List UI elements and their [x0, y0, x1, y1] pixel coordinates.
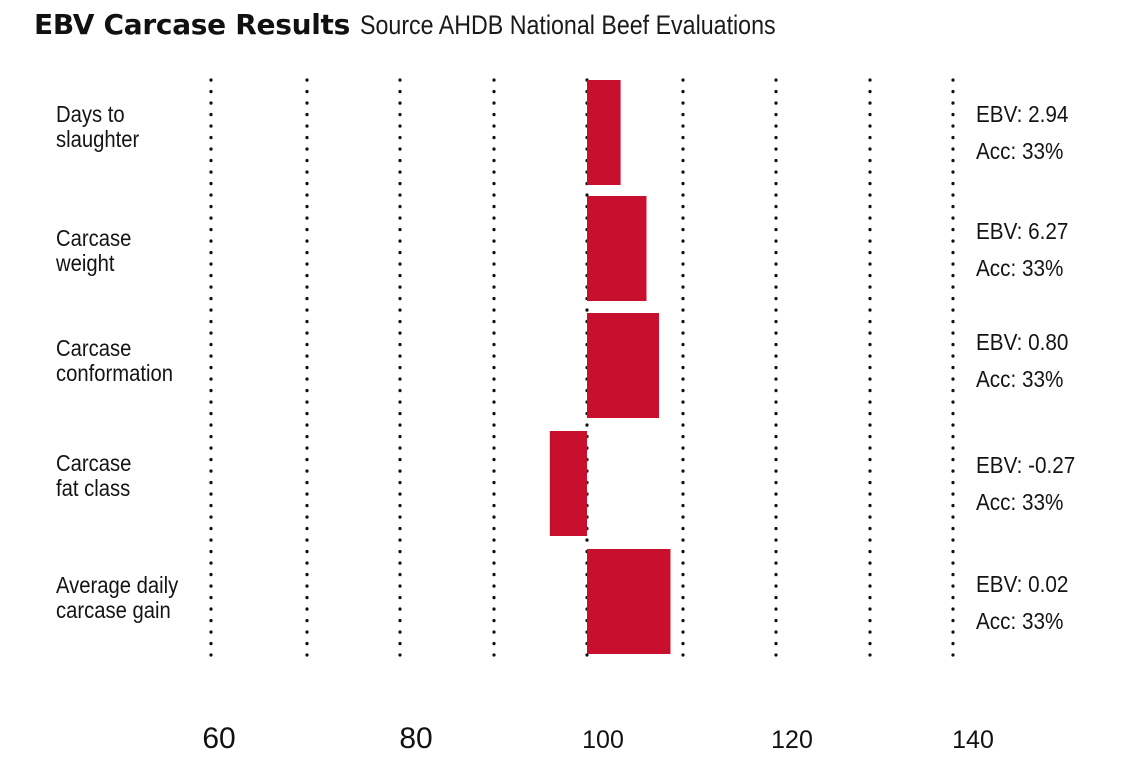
x-tick-label-100: 100	[582, 726, 624, 754]
ebv-value-5: EBV: 0.02	[976, 571, 1068, 597]
acc-value-5: Acc: 33%	[976, 608, 1063, 634]
row-label-1: Days to slaughter	[56, 101, 139, 153]
x-axis-ticks: 60 80 100 120 140	[202, 722, 994, 755]
acc-value-2: Acc: 33%	[976, 255, 1063, 281]
acc-value-4: Acc: 33%	[976, 489, 1063, 515]
ebv-annotations: EBV: 2.94 Acc: 33% EBV: 6.27 Acc: 33% EBV: 0…	[976, 101, 1075, 634]
gridlines	[209, 78, 955, 657]
x-tick-label-120: 120	[771, 726, 813, 754]
row-label-3: Carcase conformation	[56, 335, 173, 387]
acc-value-1: Acc: 33%	[976, 138, 1063, 164]
bar-2	[587, 196, 647, 301]
row-labels: Days to slaughter Carcase weight Carcase conf…	[55, 101, 178, 624]
chart-header: EBV Carcase Results Source AHDB National…	[34, 8, 844, 41]
bar-5	[587, 549, 671, 654]
bars	[549, 80, 671, 654]
chart-subtitle: Source AHDB National Beef Evaluations	[360, 10, 777, 40]
row-label-5: Average daily carcase gain	[56, 572, 178, 624]
row-label-4: Carcase fat class	[56, 450, 131, 502]
chart-title: EBV Carcase Results	[34, 8, 350, 41]
x-tick-label-80: 80	[399, 722, 432, 755]
bar-3	[587, 313, 659, 418]
ebv-value-3: EBV: 0.80	[976, 329, 1068, 355]
ebv-value-4: EBV: -0.27	[976, 452, 1075, 478]
ebv-value-2: EBV: 6.27	[976, 218, 1068, 244]
bar-1	[587, 80, 621, 185]
ebv-value-1: EBV: 2.94	[976, 101, 1068, 127]
acc-value-3: Acc: 33%	[976, 366, 1063, 392]
x-tick-label-60: 60	[202, 722, 235, 755]
row-label-2: Carcase weight	[55, 225, 131, 277]
x-tick-label-140: 140	[952, 726, 994, 754]
bar-4	[549, 431, 587, 536]
